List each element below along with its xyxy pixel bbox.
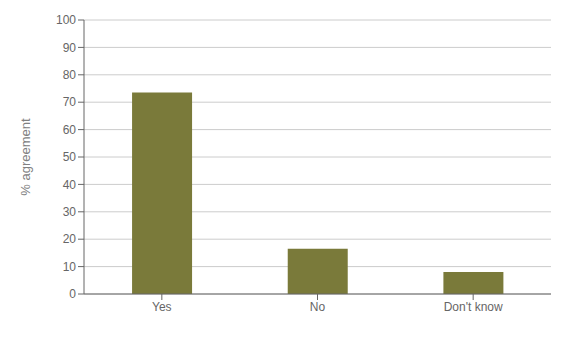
svg-text:20: 20 [63,232,77,246]
svg-text:0: 0 [69,287,76,301]
svg-text:60: 60 [63,123,77,137]
svg-text:80: 80 [63,68,77,82]
svg-text:50: 50 [63,150,77,164]
svg-text:40: 40 [63,178,77,192]
svg-text:No: No [310,300,326,314]
svg-text:70: 70 [63,95,77,109]
svg-text:Yes: Yes [152,300,172,314]
svg-text:% agreement: % agreement [18,118,33,196]
svg-text:Don't know: Don't know [444,300,503,314]
svg-text:100: 100 [56,13,76,27]
svg-text:30: 30 [63,205,77,219]
svg-text:90: 90 [63,41,77,55]
svg-text:10: 10 [63,260,77,274]
